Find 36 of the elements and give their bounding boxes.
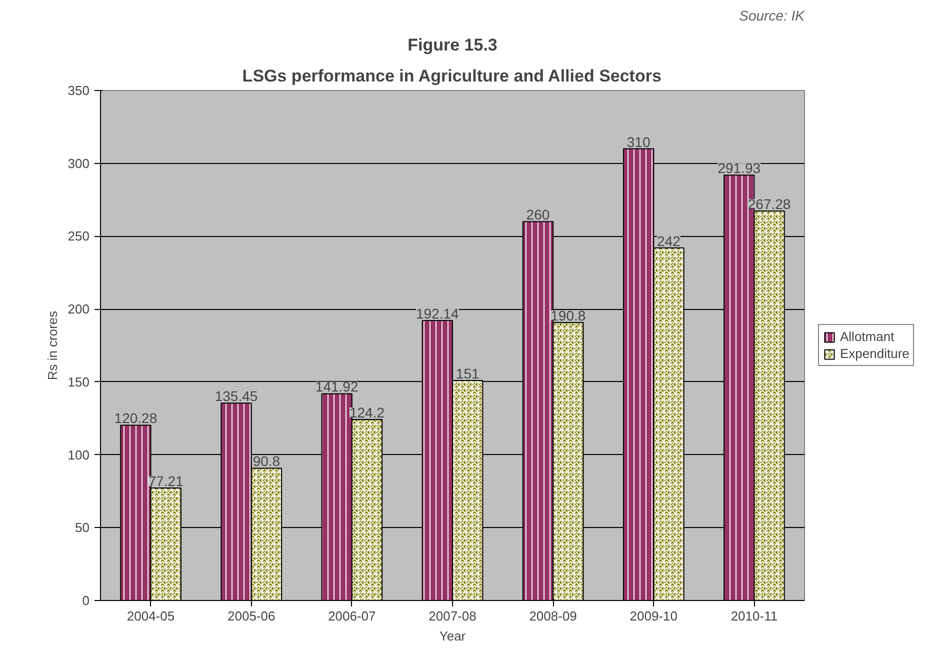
data-label: 267.28 (748, 196, 791, 212)
data-label: 141.92 (315, 378, 358, 395)
x-axis-title: Year (439, 628, 466, 644)
source-note: Source: IK (739, 8, 806, 24)
data-label: 260 (526, 206, 550, 223)
x-tick-label: 2009-10 (630, 608, 678, 624)
data-label: 120.28 (114, 410, 158, 426)
data-label: 310 (626, 134, 650, 150)
y-tick-label: 150 (68, 374, 90, 390)
legend-label: Allotmant (840, 329, 894, 344)
x-tick-label: 2010-11 (730, 608, 778, 624)
data-label: 242 (657, 232, 681, 249)
y-tick-label: 200 (68, 302, 90, 317)
y-tick-label: 0 (82, 593, 90, 608)
data-label: 291.93 (718, 160, 761, 176)
chart-title: Figure 15.3 (408, 36, 498, 54)
data-label: 124.2 (349, 404, 385, 421)
y-tick-label: 300 (68, 156, 90, 171)
data-label: 77.21 (148, 472, 184, 489)
x-tick-label: 2006-07 (328, 608, 376, 624)
x-tick-label: 2004-05 (126, 608, 175, 624)
data-label: 135.45 (214, 388, 258, 404)
y-tick-label: 250 (68, 228, 90, 244)
chart-subtitle: LSGs performance in Agriculture and Allied Sectors (242, 66, 662, 86)
data-label: 190.8 (550, 307, 586, 324)
y-axis-title: Rs in crores (44, 310, 60, 380)
data-label: 90.8 (252, 453, 280, 470)
y-tick-label: 350 (68, 83, 90, 98)
x-tick-label: 2008-09 (529, 608, 577, 624)
data-label: 151 (456, 365, 480, 382)
legend-label: Expenditure (840, 346, 910, 361)
y-tick-label: 50 (75, 520, 90, 536)
data-label: 192.14 (416, 306, 460, 322)
x-tick-label: 2007-08 (428, 608, 476, 624)
x-tick-label: 2005-06 (228, 608, 276, 624)
y-tick-label: 100 (68, 447, 90, 462)
